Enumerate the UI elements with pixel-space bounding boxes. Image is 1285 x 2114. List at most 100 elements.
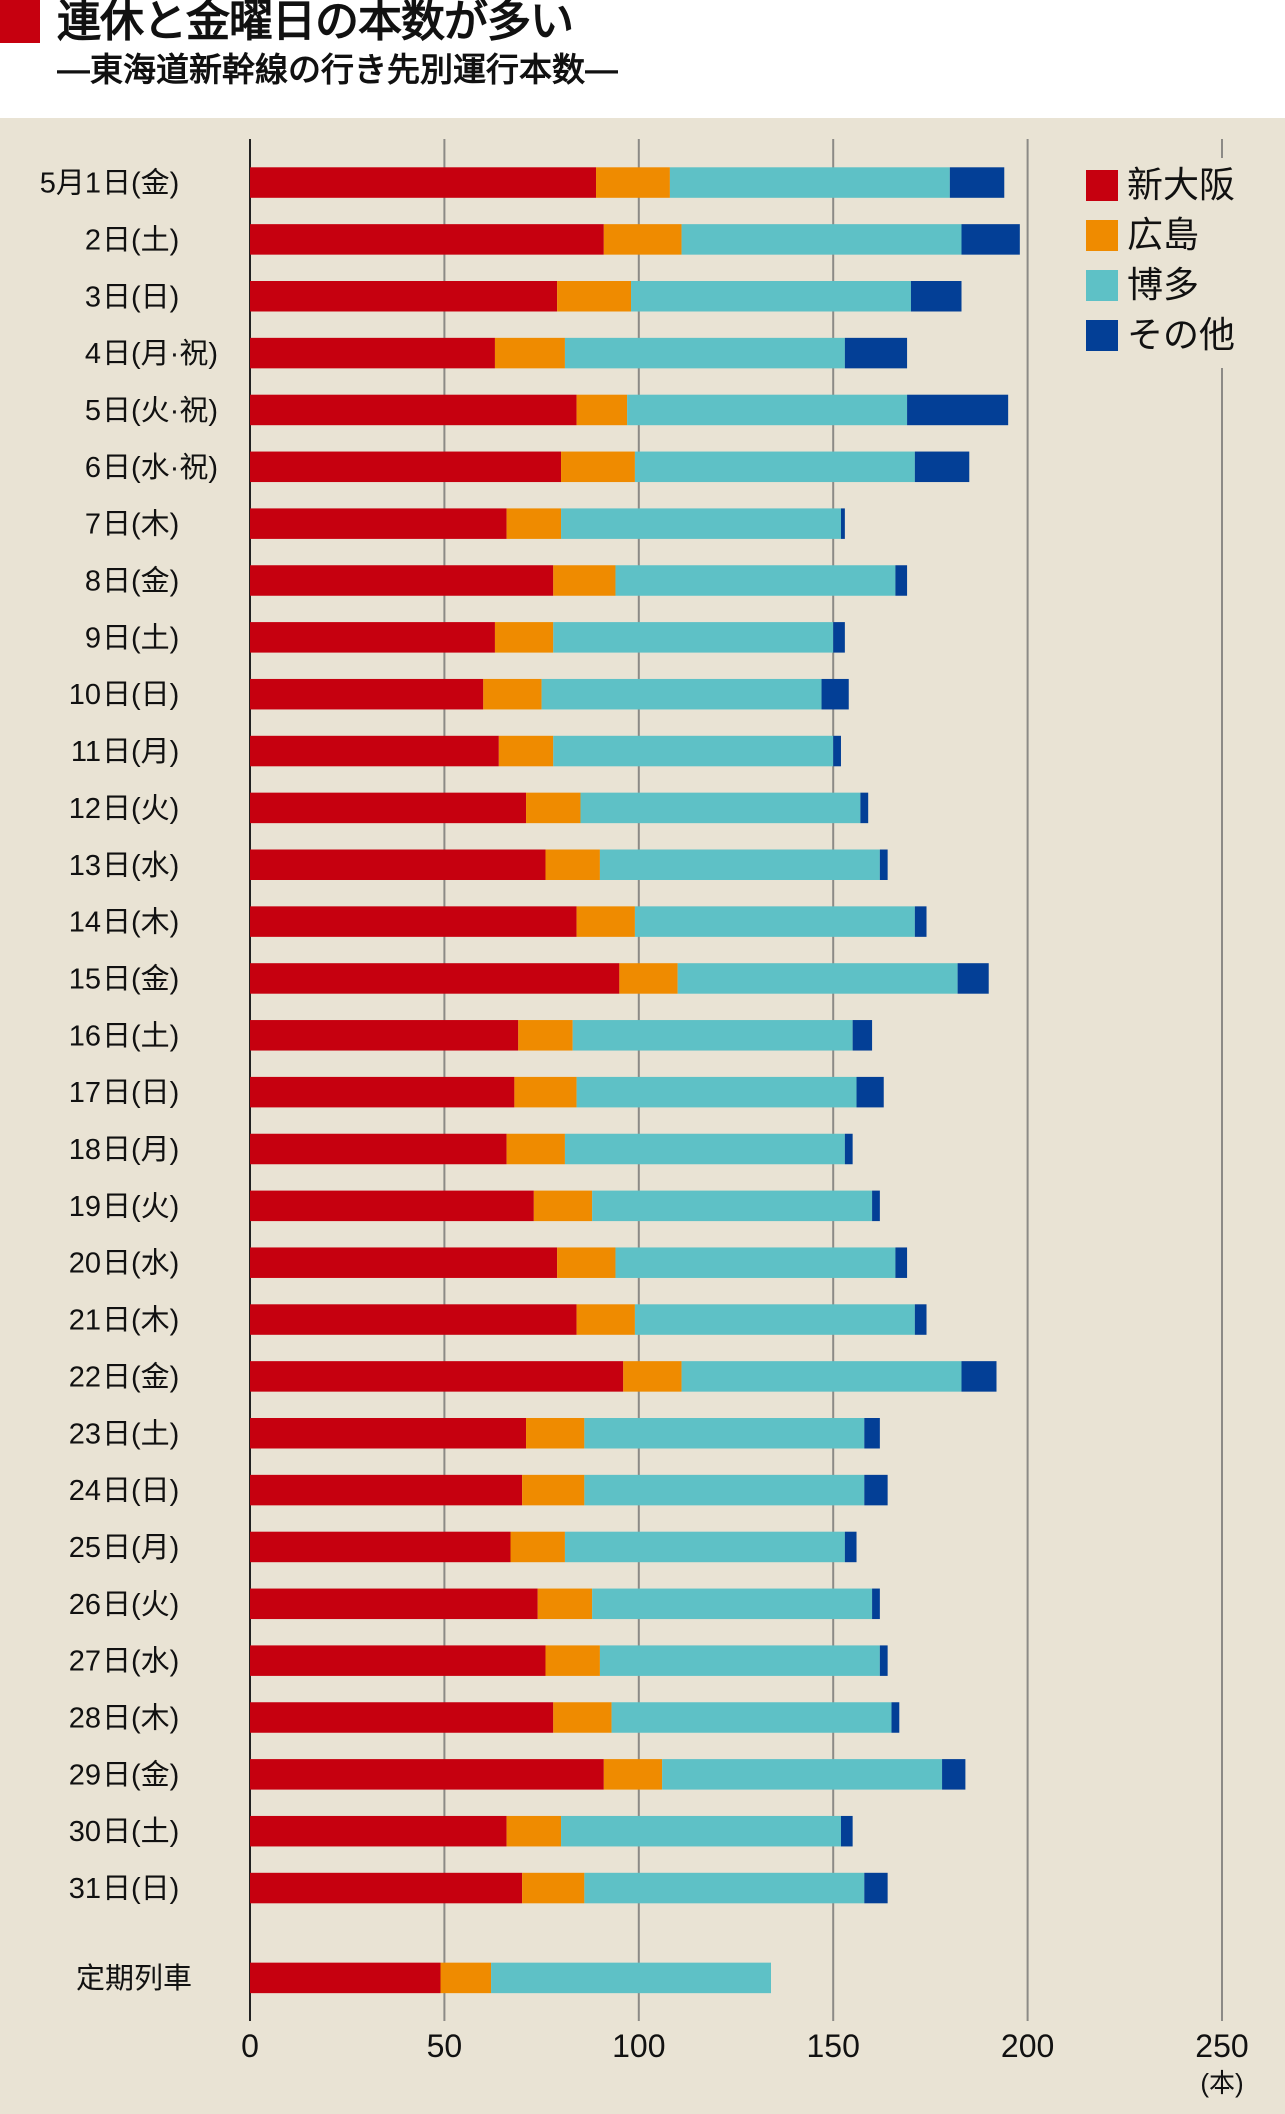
legend-label: 博多 [1127,264,1200,305]
bar-segment-other [891,1702,900,1733]
bar-segment-shin-osaka [250,1645,546,1676]
bar-segment-hiroshima [494,337,565,369]
y-tick-label-day: 25 [69,1532,101,1564]
bar-segment-hiroshima [603,224,682,255]
y-tick-label-weekday: 日(月) [102,736,179,768]
legend-swatch-hakata [1086,269,1118,301]
bar-row [250,167,1005,198]
bar-row [250,678,849,710]
y-tick-label-day: 21 [69,1305,101,1337]
bar-segment-other [864,1418,880,1449]
bar-segment-hakata [662,1759,943,1790]
y-tick-label-weekday: 日(土) [102,1815,179,1848]
x-tick-label: 50 [427,2028,463,2064]
y-tick-label: 30日(土) [69,1815,180,1848]
bar-segment-hiroshima [596,167,670,198]
y-tick-label-weekday: 日(土) [102,1417,179,1450]
bar-segment-shin-osaka [250,451,562,483]
y-tick-label: 23日(土) [69,1417,180,1450]
y-tick-label-day: 28 [69,1703,101,1735]
bar-segment-hiroshima [506,508,562,539]
bar-segment-hiroshima [518,1020,573,1051]
y-tick-label-day: 8 [85,566,101,598]
bar-segment-hiroshima [619,963,678,994]
x-tick-label: 250 [1195,2028,1248,2064]
y-tick-label: 29日(金) [69,1758,180,1791]
y-tick-label-day: 23 [69,1418,101,1450]
x-tick-labels: 0 50 100 150 200 250 [241,2028,1249,2064]
x-tick-label: 0 [241,2028,259,2064]
bar-segment-shin-osaka [250,792,527,824]
bar-row [250,1531,857,1563]
y-tick-label-weekday: 日(土) [102,1019,179,1052]
y-tick-label: 4日(月·祝) [85,337,218,370]
y-tick-label-day: 2 [85,224,101,256]
y-tick-label: 8日(金) [85,565,179,598]
bar-segment-hakata [553,735,834,767]
bar-segment-hiroshima [522,1872,585,1904]
title-marker [0,0,40,43]
bar-segment-other [844,1531,857,1563]
y-tick-label-day: 29 [69,1759,101,1791]
bar-row [250,1076,884,1108]
legend-swatch-hiroshima [1086,219,1118,251]
x-tick-label: 200 [1001,2028,1054,2064]
y-tick-label-day: 5月1 [40,168,101,200]
bar-segment-other [879,849,888,880]
bar-segment-hakata [584,1872,865,1904]
bar-segment-other [840,1815,853,1847]
bar-segment-hakata [564,1531,845,1563]
y-tick-label: 11日(月) [71,736,179,768]
bar-segment-hiroshima [557,1247,616,1278]
bar-segment-hakata [615,1247,896,1278]
y-tick-label: 16日(土) [69,1019,180,1052]
y-tick-label: 15日(金) [69,962,180,995]
legend-swatch-other [1086,319,1118,351]
y-tick-label-weekday: 日(木) [102,1304,179,1337]
bar-row [250,906,927,937]
bar-segment-shin-osaka [250,1076,515,1108]
y-tick-label: 26日(火) [69,1589,180,1621]
bar-segment-hakata [681,224,962,255]
bar-segment-shin-osaka [250,1361,624,1392]
y-tick-label-weekday: 日(金) [102,962,179,995]
y-tick-label: 27日(水) [69,1645,180,1678]
bar-row [250,622,845,653]
bar-row [250,1361,997,1392]
bar-row [250,1418,880,1449]
bar-row [250,1133,853,1165]
bar-row [250,1645,888,1676]
bar-segment-shin-osaka [250,678,484,710]
y-tick-label-weekday: 日(土) [102,621,179,654]
bar-segment-shin-osaka [250,1304,577,1335]
bar-segment-other [864,1474,888,1506]
bar-segment-hakata [491,1962,771,1994]
bar-segment-other [949,167,1005,198]
y-tick-label-day: 18 [69,1134,101,1166]
bar-segment-hakata [561,508,841,539]
bar-segment-other [942,1759,966,1790]
legend-item-shin-osaka: 新大阪 [1080,160,1280,210]
y-tick-label-weekday: 日(金) [102,1360,179,1393]
y-tick-label-weekday: 日(水·祝) [102,451,218,484]
bar-segment-other [852,1020,873,1051]
bar-segment-hakata [576,1076,857,1108]
bar-segment-hakata [599,1645,880,1676]
y-tick-label-day: 4 [85,338,101,370]
bar-segment-shin-osaka [250,1190,534,1222]
bar-segment-hiroshima [498,735,554,767]
bar-segment-shin-osaka [250,224,604,255]
bar-segment-hiroshima [483,678,542,710]
bar-segment-hakata [669,167,950,198]
bar-segment-hiroshima [557,281,632,312]
bar-segment-hakata [592,1190,873,1222]
bar-segment-hakata [634,906,915,937]
bar-segment-other [844,337,908,369]
bar-segment-other [914,906,927,937]
y-tick-label-weekday: 日(日) [102,1077,179,1109]
bar-segment-other [895,1247,908,1278]
y-tick-label-day: 15 [69,963,101,995]
bar-row [250,963,989,994]
y-tick-label-weekday: 日(木) [102,1702,179,1735]
bar-segment-other [879,1645,888,1676]
